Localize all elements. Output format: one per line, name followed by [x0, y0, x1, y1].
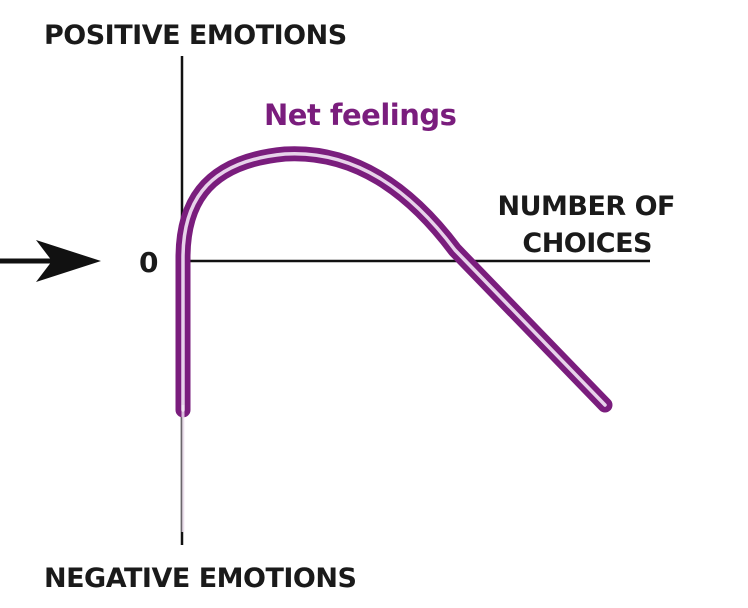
net-feelings-curve	[175, 146, 613, 532]
x-axis-label-line2: CHOICES	[522, 228, 652, 259]
curve-label: Net feelings	[264, 98, 456, 132]
arrow-right-icon	[0, 240, 101, 282]
x-axis-label-line1: NUMBER OF	[498, 191, 676, 222]
origin-label: 0	[139, 246, 158, 279]
y-axis-positive-label: POSITIVE EMOTIONS	[44, 20, 347, 51]
y-axis-negative-label: NEGATIVE EMOTIONS	[44, 563, 356, 594]
